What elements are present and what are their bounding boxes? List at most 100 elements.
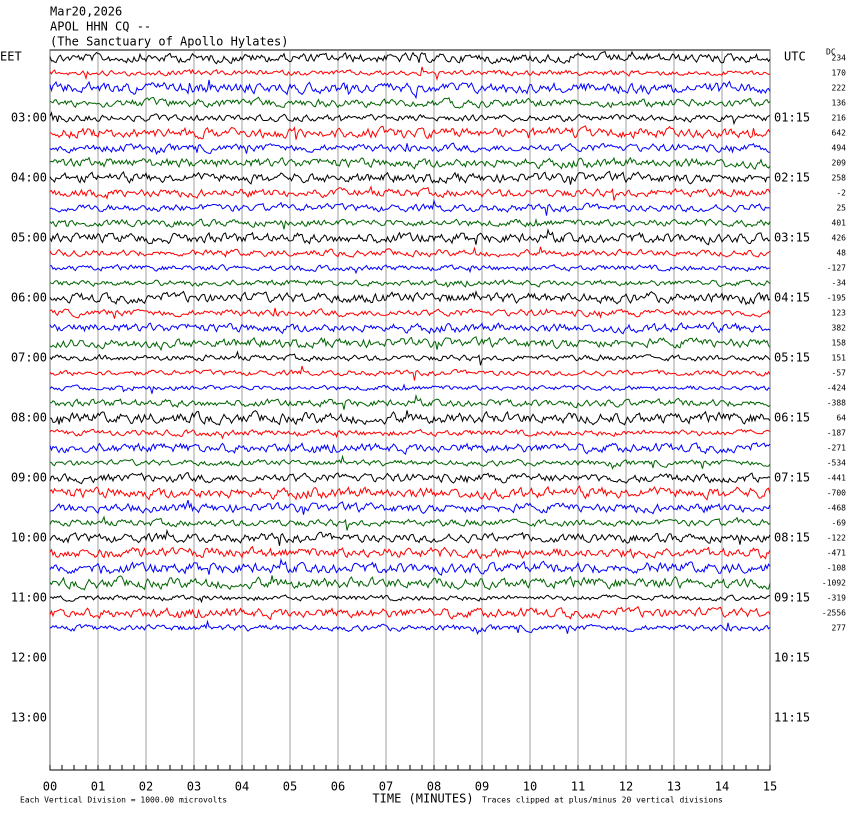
dc-offset: -187 xyxy=(827,429,846,438)
trace xyxy=(49,170,771,185)
dc-offset: 258 xyxy=(832,174,847,183)
dc-offset: -1092 xyxy=(822,579,846,588)
dc-offset: 401 xyxy=(832,219,847,228)
trace xyxy=(49,307,771,319)
dc-offset: 382 xyxy=(832,324,847,333)
trace xyxy=(49,594,771,604)
trace xyxy=(49,336,771,352)
right-time: 08:15 xyxy=(774,531,810,545)
trace xyxy=(49,619,771,636)
footer-right: Traces clipped at plus/minus 20 vertical… xyxy=(482,796,723,805)
dc-offset: 277 xyxy=(832,624,847,633)
dc-offset: -471 xyxy=(827,549,846,558)
x-tick-label: 11 xyxy=(571,780,585,794)
x-tick-label: 06 xyxy=(331,780,345,794)
right-time: 07:15 xyxy=(774,471,810,485)
trace xyxy=(49,111,771,126)
dc-offset: -57 xyxy=(832,369,847,378)
x-tick-label: 10 xyxy=(523,780,537,794)
x-tick-label: 03 xyxy=(187,780,201,794)
trace xyxy=(49,410,771,426)
dc-offset: -271 xyxy=(827,444,846,453)
dc-offset: -388 xyxy=(827,399,846,408)
right-time: 01:15 xyxy=(774,111,810,125)
trace xyxy=(49,289,771,306)
x-tick-label: 08 xyxy=(427,780,441,794)
trace xyxy=(49,125,771,140)
right-time: 06:15 xyxy=(774,411,810,425)
dc-offset: 209 xyxy=(832,159,847,168)
dc-offset: -34 xyxy=(832,279,847,288)
x-tick-label: 14 xyxy=(715,780,729,794)
dc-offset: -2 xyxy=(836,189,846,198)
trace xyxy=(49,185,771,201)
dc-offset: 136 xyxy=(832,99,847,108)
trace xyxy=(49,441,771,455)
trace xyxy=(49,66,771,82)
left-time: 08:00 xyxy=(11,411,47,425)
dc-offset: -424 xyxy=(827,384,846,393)
x-tick-label: 07 xyxy=(379,780,393,794)
dc-offset: -468 xyxy=(827,504,846,513)
x-label: TIME (MINUTES) xyxy=(372,792,473,806)
dc-offset: 151 xyxy=(832,354,847,363)
trace xyxy=(49,528,771,546)
left-time: 13:00 xyxy=(11,711,47,725)
dc-offset: -108 xyxy=(827,564,846,573)
dc-offset: 25 xyxy=(836,204,846,213)
right-zone: UTC xyxy=(784,50,806,64)
dc-offset: 216 xyxy=(832,114,847,123)
dc-offset: 494 xyxy=(832,144,847,153)
trace xyxy=(49,228,771,246)
left-time: 05:00 xyxy=(11,231,47,245)
trace xyxy=(49,79,771,100)
trace xyxy=(49,605,771,621)
trace xyxy=(49,393,771,410)
dc-offset: -2556 xyxy=(822,609,846,618)
dc-offset: 158 xyxy=(832,339,847,348)
x-tick-label: 09 xyxy=(475,780,489,794)
trace xyxy=(49,485,771,501)
right-time: 09:15 xyxy=(774,591,810,605)
trace xyxy=(49,383,771,394)
left-time: 06:00 xyxy=(11,291,47,305)
trace xyxy=(49,365,771,381)
dc-offset: 426 xyxy=(832,234,847,243)
right-time: 05:15 xyxy=(774,351,810,365)
dc-offset: 642 xyxy=(832,129,847,138)
dc-offset: 64 xyxy=(836,414,846,423)
trace xyxy=(49,321,771,335)
x-tick-label: 04 xyxy=(235,780,249,794)
trace xyxy=(49,575,771,591)
left-time: 12:00 xyxy=(11,651,47,665)
dc-offset: -69 xyxy=(832,519,847,528)
trace xyxy=(49,198,771,216)
trace xyxy=(49,515,771,531)
dc-offset: -195 xyxy=(827,294,846,303)
dc-offset: 170 xyxy=(832,69,847,78)
dc-offset: -441 xyxy=(827,474,846,483)
left-time: 03:00 xyxy=(11,111,47,125)
left-time: 09:00 xyxy=(11,471,47,485)
x-tick-label: 05 xyxy=(283,780,297,794)
x-tick-label: 02 xyxy=(139,780,153,794)
x-tick-label: 00 xyxy=(43,780,57,794)
x-tick-label: 01 xyxy=(91,780,105,794)
date: Mar20,2026 xyxy=(50,5,122,19)
right-time: 10:15 xyxy=(774,651,810,665)
trace xyxy=(49,156,771,171)
trace xyxy=(49,499,771,515)
right-time: 04:15 xyxy=(774,291,810,305)
trace xyxy=(49,557,771,576)
dc-offset: -319 xyxy=(827,594,846,603)
dc-offset: -127 xyxy=(827,264,846,273)
dc-offset: -700 xyxy=(827,489,846,498)
trace xyxy=(49,350,771,366)
trace xyxy=(49,217,771,230)
trace xyxy=(49,428,771,440)
dc-offset: 222 xyxy=(832,84,847,93)
trace xyxy=(49,96,771,109)
dc-offset: -534 xyxy=(827,459,846,468)
